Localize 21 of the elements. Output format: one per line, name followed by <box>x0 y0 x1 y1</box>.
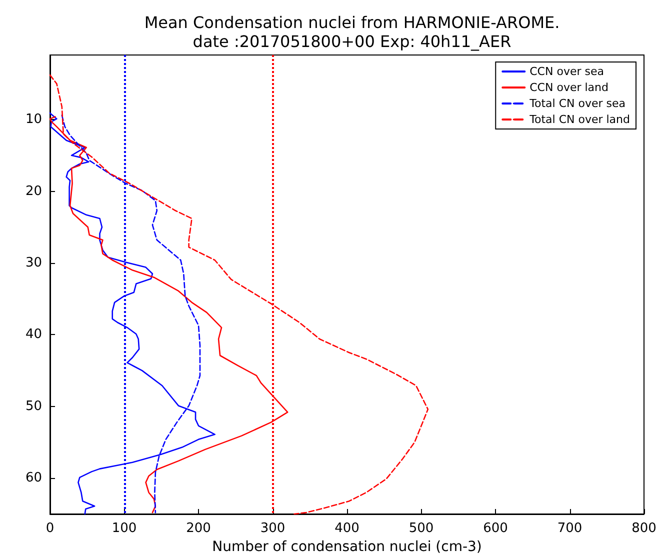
x-tick-label: 700 <box>557 521 582 536</box>
x-axis-title: Number of condensation nuclei (cm-3) <box>212 539 482 555</box>
legend-label: Total CN over sea <box>528 97 626 110</box>
y-tick-label: 40 <box>25 327 42 342</box>
y-tick-label: 60 <box>25 470 42 486</box>
x-tick-label: 300 <box>260 521 286 536</box>
y-tick-label: 50 <box>25 398 42 414</box>
legend-label: Total CN over land <box>528 113 630 126</box>
x-tick-label: 200 <box>186 521 211 536</box>
chart-title: Mean Condensation nuclei from HARMONIE-AROME. date :2017051800+00 Exp: 40h11_AER <box>144 13 560 51</box>
y-tick-label: 20 <box>25 184 42 199</box>
x-tick-label: 0 <box>46 521 54 536</box>
legend-label: CCN over land <box>530 81 609 94</box>
legend-label: CCN over sea <box>530 65 604 78</box>
x-tick-label: 500 <box>408 521 434 536</box>
x-tick-label: 400 <box>334 521 360 536</box>
x-tick-label: 100 <box>112 521 137 536</box>
x-tick-label: 800 <box>632 521 656 536</box>
y-tick-label: 10 <box>25 112 42 128</box>
y-tick-label: 30 <box>25 255 42 270</box>
x-tick-label: 600 <box>483 521 508 536</box>
